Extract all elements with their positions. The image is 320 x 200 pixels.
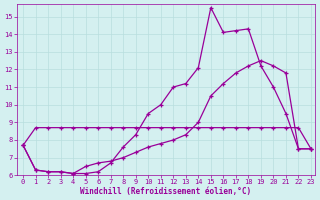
- X-axis label: Windchill (Refroidissement éolien,°C): Windchill (Refroidissement éolien,°C): [80, 187, 251, 196]
